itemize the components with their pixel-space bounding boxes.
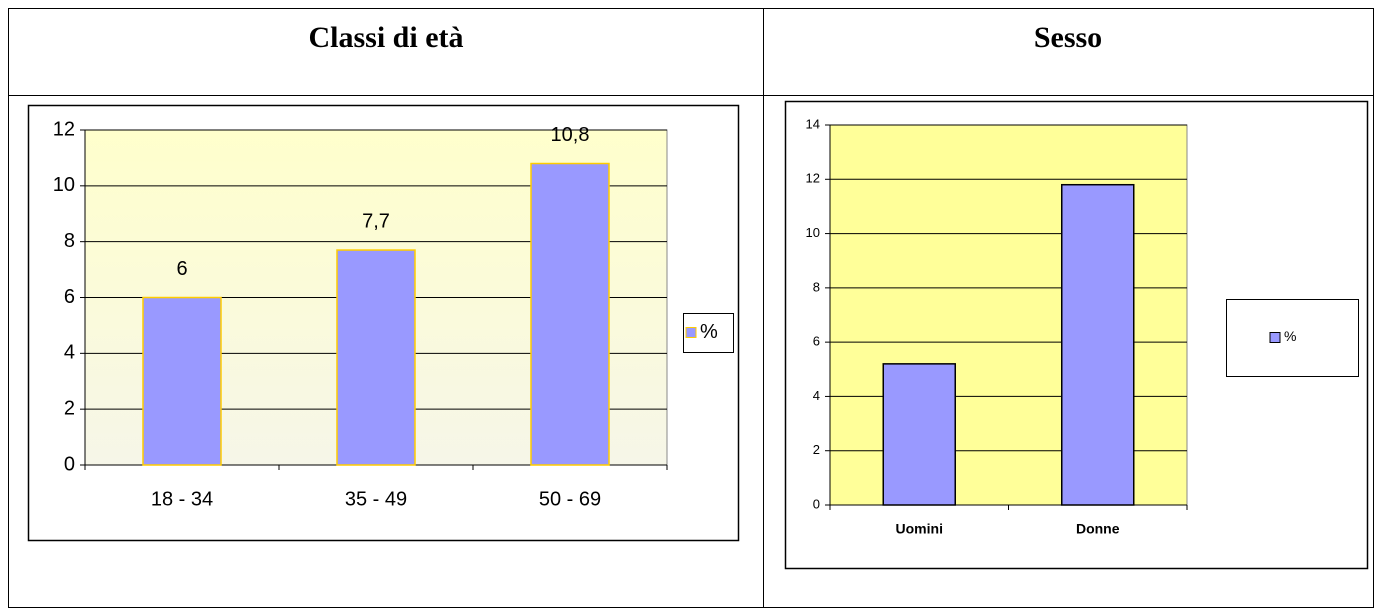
x-tick-label: 35 - 49 [345, 488, 407, 510]
x-tick-label: 50 - 69 [539, 488, 601, 510]
value-label: 7,7 [362, 210, 390, 232]
y-tick-label: 8 [64, 230, 75, 252]
header: Sesso [1034, 21, 1102, 54]
x-tick-label: 18 - 34 [151, 488, 213, 510]
x-tick-label: Uomini [896, 521, 943, 537]
y-tick-label: 4 [64, 342, 75, 364]
y-tick-label: 0 [813, 496, 820, 511]
legend-swatch [1269, 332, 1281, 343]
header: Classi di età [308, 21, 463, 54]
bar [882, 363, 956, 506]
y-tick-label: 10 [806, 225, 820, 240]
legend-label: % [700, 321, 718, 343]
value-label: 10,8 [551, 124, 590, 146]
x-tick-label: Donne [1076, 521, 1120, 537]
y-tick-label: 6 [64, 286, 75, 308]
bar [336, 249, 416, 466]
y-tick-label: 10 [53, 174, 75, 196]
y-tick-label: 2 [813, 442, 820, 457]
bar [142, 296, 222, 466]
value-label: 6 [176, 258, 187, 280]
legend-label: % [1284, 328, 1296, 344]
y-tick-label: 6 [813, 334, 820, 349]
y-tick-label: 8 [813, 279, 820, 294]
y-tick-label: 14 [806, 116, 820, 131]
y-tick-label: 12 [806, 171, 820, 186]
y-tick-label: 0 [64, 453, 75, 475]
legend-box [1226, 299, 1359, 377]
y-tick-label: 12 [53, 118, 75, 140]
bar [1061, 183, 1135, 506]
y-tick-label: 2 [64, 397, 75, 419]
bar [530, 162, 610, 466]
legend-swatch [685, 327, 697, 338]
y-tick-label: 4 [813, 388, 820, 403]
